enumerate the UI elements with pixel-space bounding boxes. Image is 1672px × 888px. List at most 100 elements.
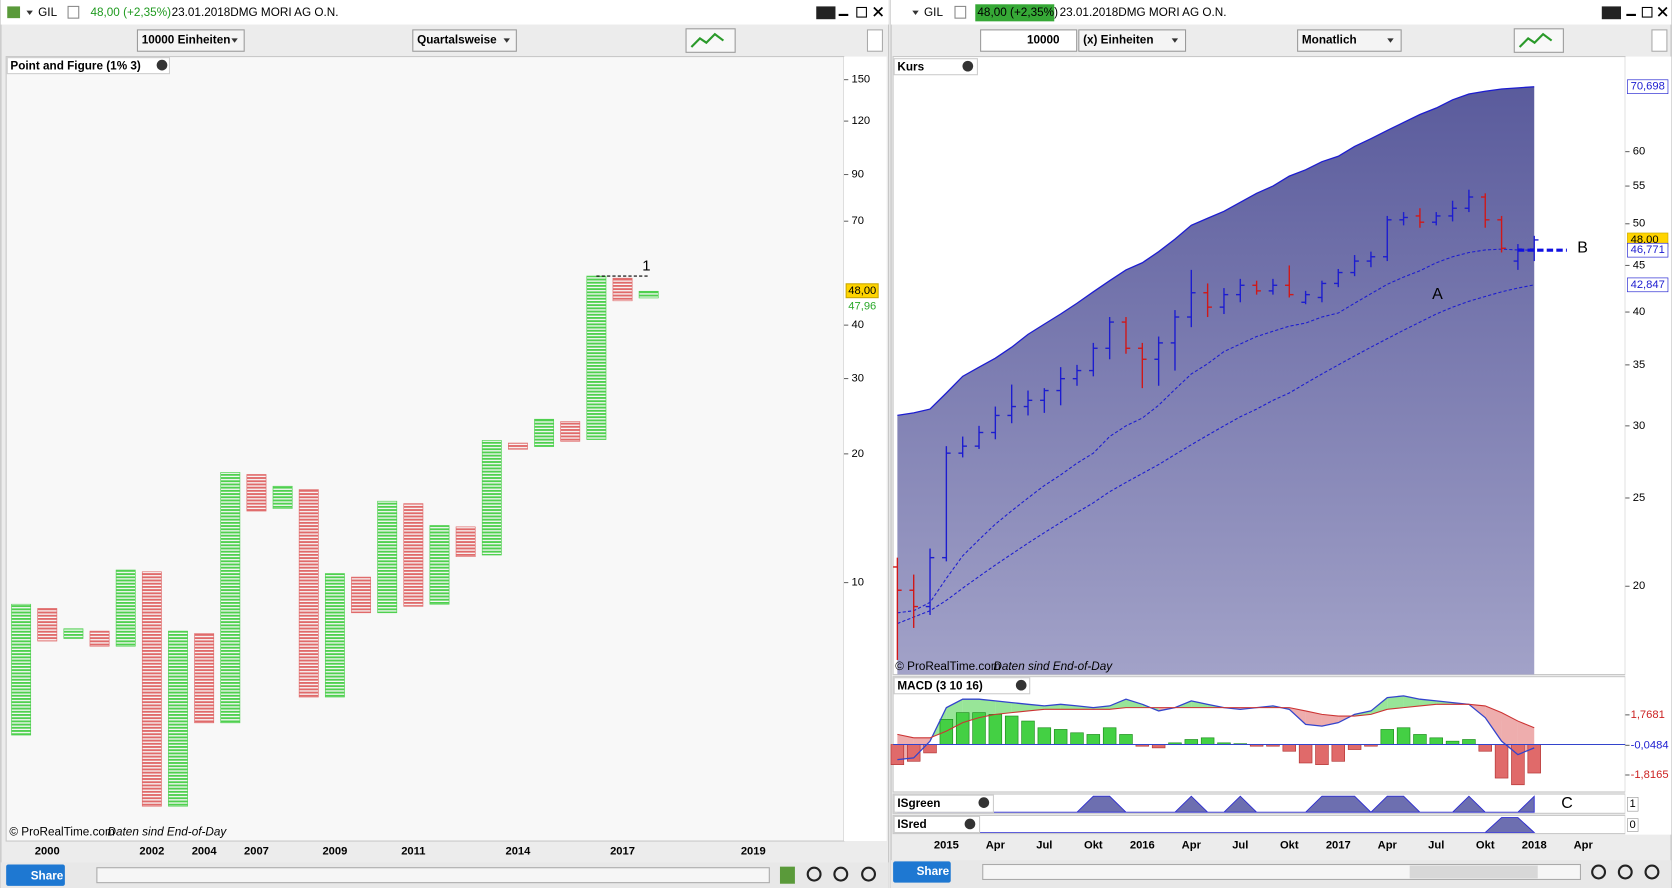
indicator-title[interactable]: MACD (3 10 16) (897, 679, 983, 692)
histogram-bar (1037, 727, 1052, 745)
o-column (351, 576, 371, 614)
period-dropdown[interactable] (412, 29, 517, 52)
x-column (586, 275, 607, 440)
units-input[interactable] (980, 29, 1078, 52)
price-tag (1627, 79, 1669, 94)
macd-fill (1191, 700, 1208, 708)
keyboard-icon[interactable] (1601, 6, 1622, 20)
chart-style-button[interactable] (685, 28, 736, 53)
symbol[interactable]: GIL (38, 6, 57, 19)
histogram-bar (955, 712, 970, 745)
close-indicator[interactable] (962, 60, 974, 72)
zoom-fit[interactable] (1591, 864, 1607, 880)
x-tick-label: 2002 (139, 846, 164, 858)
indicator-title[interactable]: Kurs (897, 60, 924, 73)
signal-line (897, 703, 1535, 739)
band-area (897, 86, 1535, 675)
share-label[interactable]: Share (31, 869, 64, 882)
zoom-in[interactable] (1644, 864, 1660, 880)
x-tick-label: 2014 (505, 846, 531, 858)
date: 23.01.2018 (1060, 6, 1119, 19)
x-tick-label: 2017 (1326, 839, 1351, 851)
scrollbar-thumb[interactable] (1409, 865, 1538, 879)
tool-icon[interactable] (1651, 29, 1668, 52)
close-indicator[interactable] (156, 59, 168, 71)
keyboard-icon[interactable] (816, 6, 836, 20)
histogram-bar (1200, 737, 1215, 745)
dropdown-icon[interactable] (26, 10, 33, 15)
close-button[interactable] (1657, 6, 1668, 17)
zoom-tool[interactable] (779, 866, 795, 884)
symbol[interactable]: GIL (924, 6, 943, 19)
x-column (272, 485, 293, 509)
zoom-in[interactable] (861, 866, 877, 882)
middle-band (897, 248, 1535, 614)
share-button[interactable] (893, 861, 951, 883)
period[interactable]: Monatlich (1302, 34, 1357, 47)
indicator-title[interactable]: ISgreen (897, 797, 940, 810)
zoom-fit[interactable] (806, 866, 822, 882)
y-tick-label: 20 (851, 448, 863, 460)
histogram-bar (1282, 744, 1297, 752)
quote: 48,00 (+2,35%) (977, 6, 1058, 19)
period[interactable]: Quartalsweise (417, 34, 497, 47)
close-indicator[interactable] (978, 797, 990, 808)
y-tick-label: 1,7681 (1631, 709, 1665, 721)
histogram-bar (1184, 739, 1199, 745)
units-dropdown[interactable] (136, 29, 245, 52)
dropdown-arrow (503, 38, 510, 43)
close-indicator[interactable] (1015, 679, 1027, 691)
o-column (246, 474, 267, 512)
y-tick-label: 55 (1633, 180, 1645, 192)
x-tick-label: Jul (1232, 839, 1248, 851)
scrollbar[interactable] (96, 867, 770, 884)
instrument-name: DMG MORI AG O.N. (230, 6, 338, 19)
y-tick-label: 40 (851, 319, 863, 331)
o-column (141, 571, 162, 807)
indicator-title-box (6, 57, 171, 75)
indicator-title[interactable]: Point and Figure (1% 3) (10, 59, 140, 72)
macd-fill (1305, 710, 1322, 727)
units[interactable]: (x) Einheiten (1083, 34, 1153, 47)
units-value[interactable]: 10000 (1027, 34, 1060, 47)
tool-icon[interactable] (866, 29, 883, 52)
histogram-bar (1413, 734, 1427, 745)
macd-fill (1109, 699, 1126, 710)
histogram-bar (1102, 727, 1117, 745)
histogram-bar (988, 714, 1003, 745)
macd-fill (1011, 702, 1029, 713)
dropdown-arrow (231, 38, 238, 43)
maximize-button[interactable] (1641, 6, 1653, 18)
histogram-bar (1478, 744, 1492, 752)
maximize-button[interactable] (856, 6, 867, 18)
right-y-axis (1625, 56, 1672, 835)
value-tag-label: 0 (1630, 819, 1636, 831)
units[interactable]: 10000 Einheiten (142, 34, 231, 47)
units-dropdown[interactable] (1078, 29, 1187, 52)
left-plot-area (5, 56, 845, 842)
chart-style-button[interactable] (1513, 28, 1564, 53)
close-indicator[interactable] (964, 818, 976, 830)
value-tag (1627, 797, 1639, 812)
x-tick-label: 2000 (35, 846, 60, 858)
share-label[interactable]: Share (917, 865, 950, 878)
source-note: Daten sind End-of-Day (108, 826, 228, 839)
zoom-out[interactable] (833, 866, 849, 882)
value-tag-label: 1 (1630, 798, 1636, 810)
o-column (37, 608, 58, 642)
info-icon[interactable] (67, 5, 80, 19)
zoom-out[interactable] (1617, 864, 1633, 880)
close-button[interactable] (873, 6, 884, 17)
share-button[interactable] (6, 864, 65, 886)
indicator-title[interactable]: ISred (897, 818, 926, 831)
info-icon[interactable] (954, 5, 967, 19)
price-tag (845, 283, 879, 299)
dropdown-icon[interactable] (912, 10, 919, 15)
macd-fill (1125, 699, 1143, 708)
watermark: © ProRealTime.com (9, 826, 114, 839)
o-column (455, 526, 476, 557)
histogram-bar (1053, 729, 1068, 745)
price-tag-label: 47,96 (848, 300, 876, 312)
period-dropdown[interactable] (1297, 29, 1402, 52)
